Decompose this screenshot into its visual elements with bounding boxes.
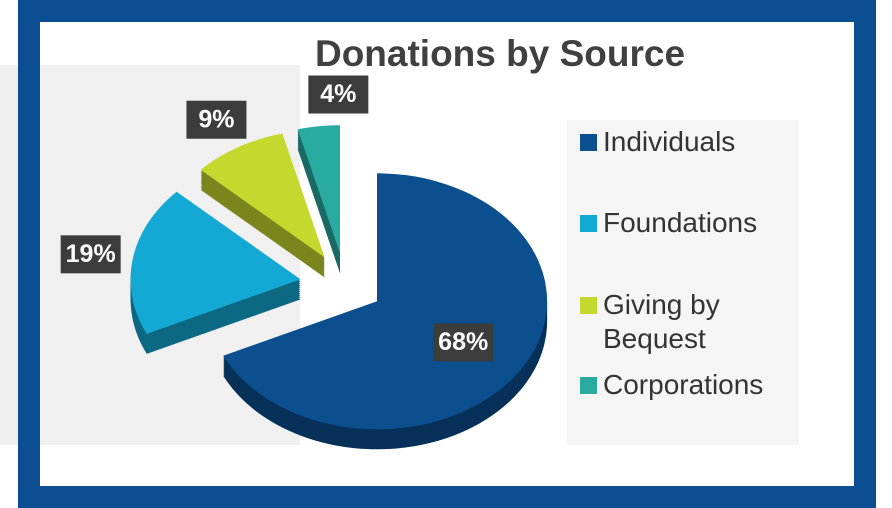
legend-swatch xyxy=(580,297,597,314)
legend-item: Foundations xyxy=(580,206,795,240)
data-label-box xyxy=(433,323,494,362)
legend-label: Giving by Bequest xyxy=(603,289,720,354)
data-label-box xyxy=(186,100,247,139)
legend-item: Giving by Bequest xyxy=(580,288,795,356)
slice xyxy=(200,133,325,258)
data-label: 9% xyxy=(198,105,234,133)
legend-label: Individuals xyxy=(603,126,736,157)
legend-item: Corporations xyxy=(580,368,795,402)
slice xyxy=(223,173,548,430)
legend-item: Individuals xyxy=(580,125,795,159)
data-label: 19% xyxy=(66,240,116,268)
data-label: 4% xyxy=(320,80,356,108)
legend-swatch xyxy=(580,377,597,394)
data-label-box xyxy=(308,75,369,114)
slice xyxy=(297,125,340,254)
data-label-box xyxy=(60,235,121,274)
legend-swatch xyxy=(580,134,597,151)
chart-title: Donations by Source xyxy=(315,33,685,74)
slice xyxy=(130,191,301,334)
legend-label: Foundations xyxy=(603,207,758,238)
legend-swatch xyxy=(580,215,597,232)
legend-panel xyxy=(567,120,799,445)
data-label: 68% xyxy=(438,328,488,356)
legend-label: Corporations xyxy=(603,369,764,400)
